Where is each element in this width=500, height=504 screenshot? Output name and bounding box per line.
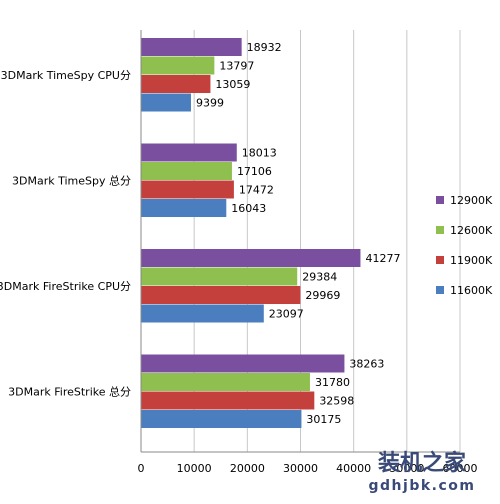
gridlines (193, 30, 461, 452)
x-tick-label: 50000 (389, 462, 424, 475)
watermark-url: gdhjbk.com (369, 478, 476, 494)
watermark: 装机之家 gdhjbk.com (369, 450, 476, 494)
data-label: 13797 (219, 60, 254, 73)
x-tick-label: 60000 (443, 462, 478, 475)
data-label: 32598 (319, 395, 354, 408)
bar (141, 354, 345, 373)
bar (141, 249, 361, 267)
y-category-label: 3DMark TimeSpy CPU分 (1, 69, 131, 82)
bar (141, 391, 315, 410)
legend-swatch (436, 196, 444, 204)
data-label: 17472 (239, 184, 274, 197)
legend: 12900K 12600K 11900K 11600K (436, 194, 493, 297)
axes: 0 10000 20000 30000 40000 50000 60000 3DMark Ti… (0, 30, 478, 475)
data-label: 18932 (247, 41, 282, 54)
data-label: 31780 (315, 376, 350, 389)
x-tick-label: 0 (138, 462, 145, 475)
data-labels: 18932 13797 13059 9399 18013 17106 17472 16043 4… (196, 41, 400, 426)
watermark-name: 装机之家 (378, 450, 467, 476)
x-tick-label: 10000 (177, 462, 212, 475)
data-label: 41277 (365, 252, 400, 265)
bar (141, 410, 302, 428)
bar (141, 93, 191, 112)
data-label: 18013 (242, 147, 277, 160)
legend-swatch (436, 256, 444, 264)
bar (141, 199, 227, 217)
bar (141, 38, 242, 56)
data-label: 9399 (196, 97, 224, 110)
data-label: 29384 (302, 271, 337, 284)
legend-label: 11900K (450, 254, 493, 267)
data-label: 23097 (269, 308, 304, 321)
bar (141, 304, 264, 323)
x-tick-label: 40000 (336, 462, 371, 475)
y-category-label: 3DMark FireStrike CPU分 (0, 280, 131, 293)
legend-swatch (436, 226, 444, 234)
bar (141, 143, 237, 162)
data-label: 17106 (237, 165, 272, 178)
data-label: 30175 (306, 413, 341, 426)
bar (141, 267, 298, 286)
bar (141, 180, 234, 199)
legend-label: 12600K (450, 224, 493, 237)
bar (141, 373, 310, 391)
data-label: 13059 (215, 78, 250, 91)
legend-label: 12900K (450, 194, 493, 207)
data-label: 16043 (231, 202, 266, 215)
bar (141, 162, 232, 180)
y-category-label: 3DMark FireStrike 总分 (8, 385, 131, 399)
data-label: 38263 (349, 358, 384, 371)
legend-swatch (436, 286, 444, 294)
bars (141, 38, 361, 428)
bar (141, 56, 215, 75)
x-tick-label: 30000 (283, 462, 318, 475)
y-category-label: 3DMark TimeSpy 总分 (12, 174, 131, 188)
x-tick-label: 20000 (230, 462, 265, 475)
data-label: 29969 (305, 289, 340, 302)
bar (141, 286, 301, 304)
legend-label: 11600K (450, 284, 493, 297)
bar (141, 75, 211, 93)
